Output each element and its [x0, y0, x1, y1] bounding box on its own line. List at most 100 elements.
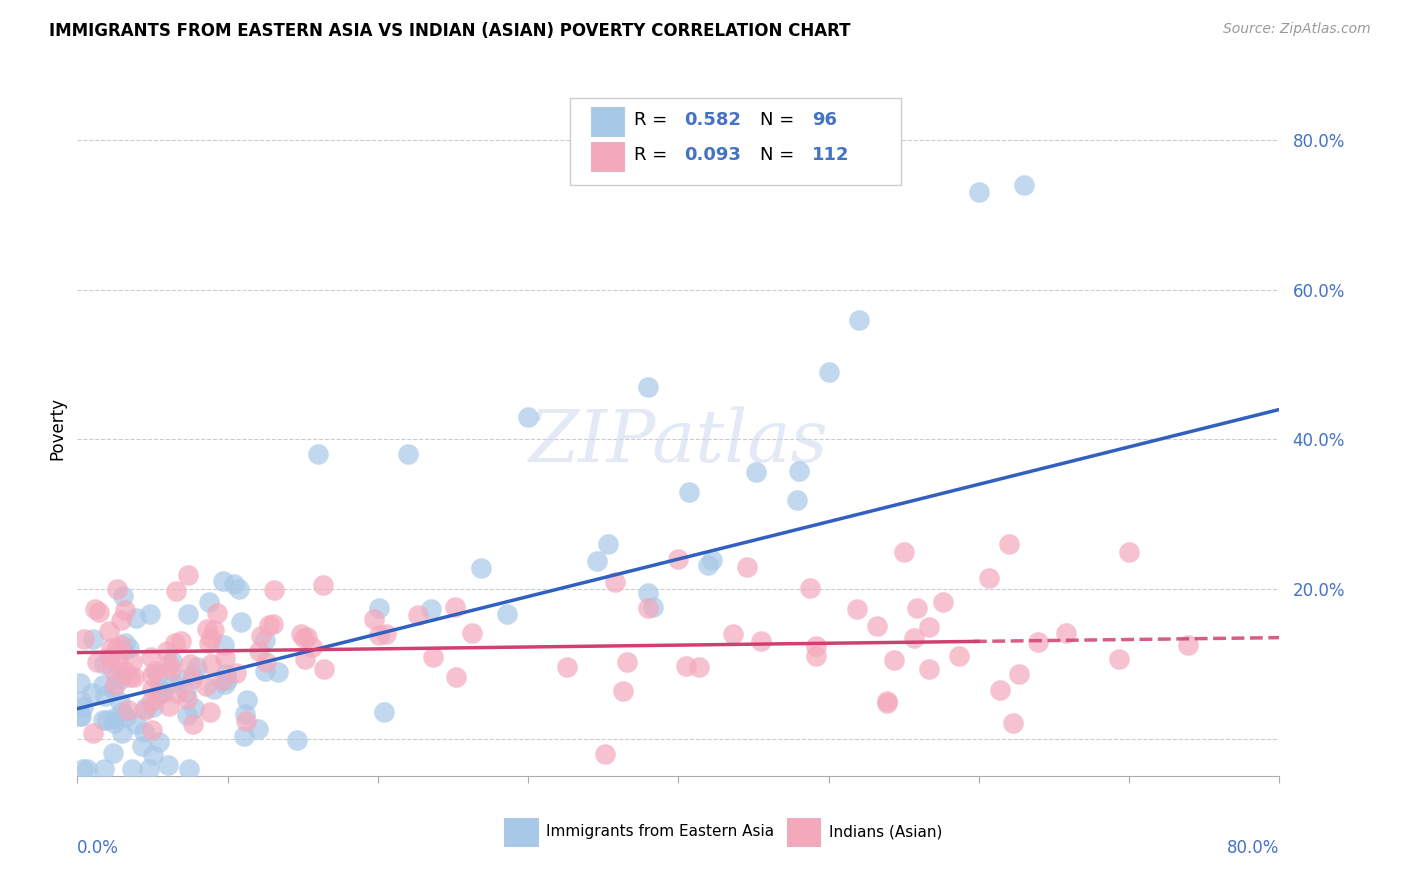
- Point: [212, 574, 235, 589]
- Point: [367, 628, 389, 642]
- Point: [94, 690, 117, 704]
- Point: [598, 536, 620, 550]
- Point: [148, 735, 170, 749]
- Point: [165, 583, 187, 598]
- Point: [174, 685, 197, 699]
- Point: [132, 725, 155, 739]
- Point: [114, 665, 136, 679]
- Point: [156, 758, 179, 772]
- Point: [157, 699, 180, 714]
- Point: [121, 762, 143, 776]
- Point: [918, 661, 941, 675]
- Point: [160, 654, 183, 668]
- Point: [111, 726, 134, 740]
- Point: [735, 559, 758, 574]
- Point: [253, 664, 276, 678]
- Point: [215, 673, 238, 688]
- Point: [86, 655, 108, 669]
- Point: [138, 762, 160, 776]
- Point: [246, 722, 269, 736]
- Point: [108, 695, 131, 709]
- Point: [721, 626, 744, 640]
- Point: [616, 655, 638, 669]
- FancyBboxPatch shape: [571, 98, 901, 185]
- Point: [200, 657, 222, 672]
- Point: [72, 700, 94, 714]
- Point: [152, 686, 174, 700]
- Point: [1008, 666, 1031, 681]
- Point: [422, 650, 444, 665]
- Point: [373, 705, 395, 719]
- Point: [235, 714, 257, 729]
- Point: [148, 681, 170, 696]
- Point: [786, 493, 808, 508]
- Point: [363, 611, 385, 625]
- Point: [141, 681, 163, 696]
- Point: [294, 652, 316, 666]
- Point: [247, 644, 270, 658]
- Point: [817, 365, 839, 379]
- Bar: [591, 142, 624, 170]
- Point: [176, 568, 198, 582]
- Point: [470, 561, 492, 575]
- Point: [903, 632, 925, 646]
- Point: [107, 582, 129, 597]
- Point: [396, 447, 419, 461]
- Point: [134, 703, 156, 717]
- Point: [82, 632, 104, 647]
- Y-axis label: Poverty: Poverty: [48, 397, 66, 459]
- Bar: [505, 818, 537, 846]
- Point: [103, 711, 125, 725]
- Point: [202, 681, 225, 696]
- Point: [668, 552, 690, 566]
- Point: [419, 602, 441, 616]
- Point: [605, 574, 627, 589]
- Point: [233, 729, 256, 743]
- Point: [236, 693, 259, 707]
- Point: [167, 672, 190, 686]
- Point: [988, 683, 1011, 698]
- Point: [1002, 715, 1025, 730]
- Point: [1177, 639, 1199, 653]
- Point: [257, 618, 280, 632]
- Point: [215, 666, 238, 681]
- Point: [103, 682, 125, 697]
- Point: [637, 380, 659, 394]
- Point: [134, 701, 156, 715]
- Point: [799, 581, 821, 595]
- Point: [290, 627, 312, 641]
- Point: [179, 657, 201, 671]
- Point: [883, 653, 905, 667]
- Point: [700, 553, 723, 567]
- Point: [688, 659, 710, 673]
- Point: [69, 694, 91, 708]
- Point: [496, 607, 519, 622]
- Point: [461, 626, 484, 640]
- Point: [98, 624, 121, 638]
- Point: [111, 706, 134, 720]
- Point: [893, 544, 915, 558]
- Point: [115, 710, 138, 724]
- Point: [254, 655, 277, 669]
- Point: [285, 732, 308, 747]
- Point: [131, 739, 153, 753]
- Point: [312, 577, 335, 591]
- Point: [375, 627, 398, 641]
- Point: [100, 640, 122, 655]
- Point: [114, 602, 136, 616]
- Point: [69, 676, 91, 690]
- Point: [141, 723, 163, 738]
- Point: [905, 601, 928, 615]
- Point: [200, 705, 222, 719]
- Point: [170, 634, 193, 648]
- Point: [139, 650, 162, 665]
- Point: [301, 640, 323, 654]
- Point: [307, 447, 329, 461]
- Point: [612, 684, 634, 698]
- Text: 80.0%: 80.0%: [1227, 838, 1279, 856]
- Point: [125, 611, 148, 625]
- Point: [697, 558, 720, 572]
- Point: [845, 602, 868, 616]
- Point: [93, 762, 115, 776]
- Point: [1054, 626, 1077, 640]
